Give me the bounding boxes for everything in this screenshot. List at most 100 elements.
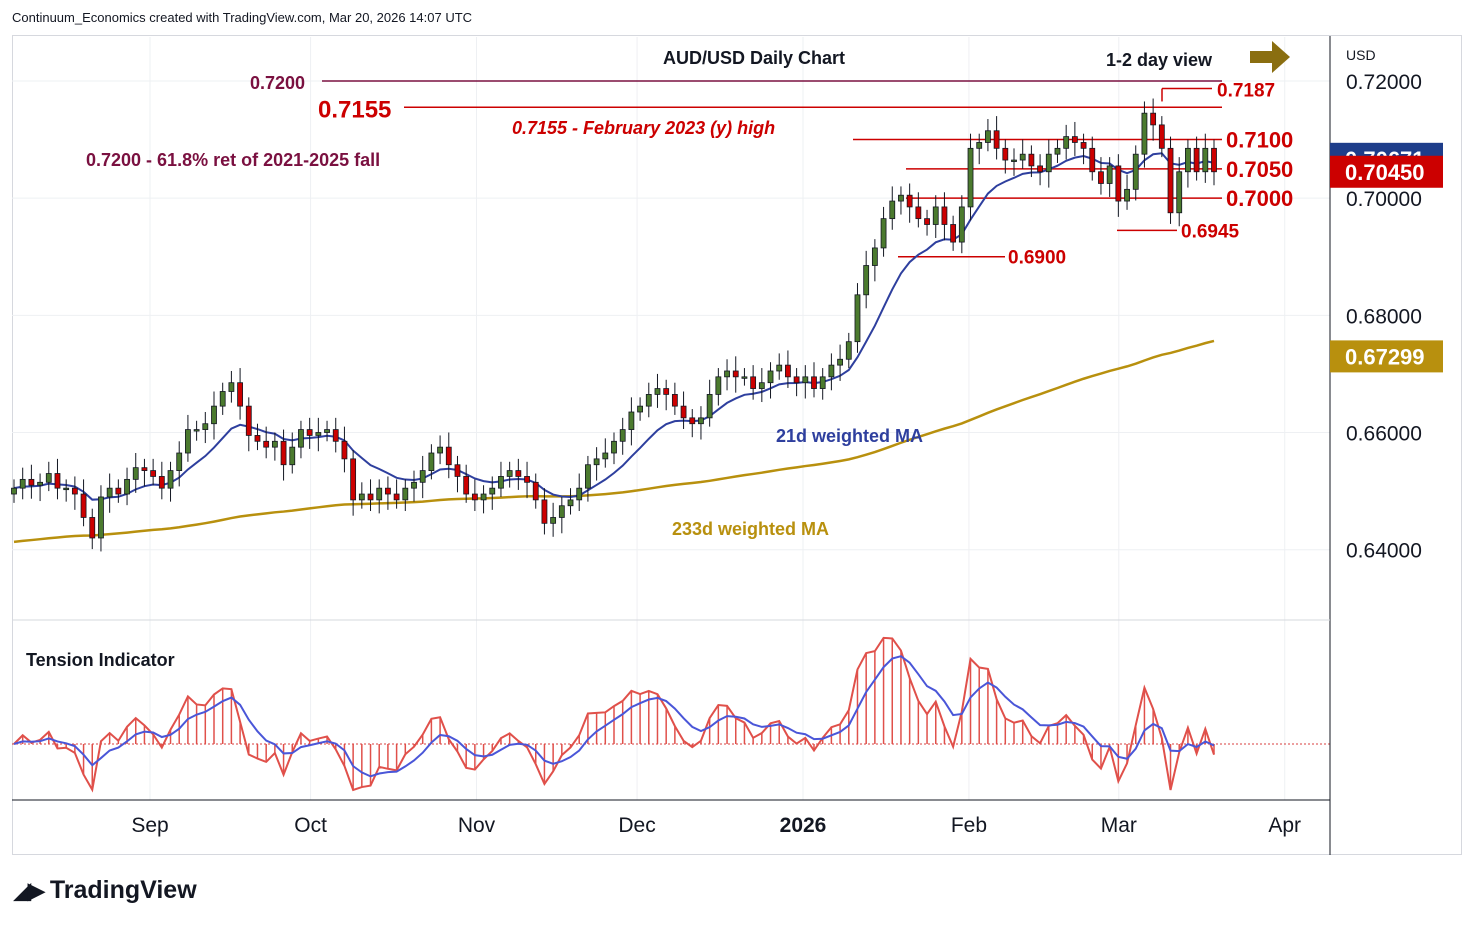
candle-body [289, 446, 296, 466]
candle-body [880, 218, 887, 249]
candle-body [941, 206, 948, 225]
candle-body [741, 376, 748, 379]
candle-body [350, 458, 357, 501]
candle-body [445, 446, 452, 466]
candle-body [19, 478, 26, 489]
candle-body [793, 376, 800, 384]
candle-body [750, 376, 757, 389]
candle-body [663, 388, 670, 395]
candle-body [993, 130, 1000, 149]
level-label-0-7200: 0.7200 [250, 73, 305, 93]
candle-body [732, 370, 739, 378]
candle-body [958, 206, 965, 243]
candle-body [315, 432, 322, 436]
candle-body [1011, 159, 1017, 162]
candle-body [211, 405, 217, 425]
candle-body [602, 452, 609, 460]
candle-body [245, 405, 252, 436]
tension-indicator-label: Tension Indicator [26, 650, 175, 670]
candle-body [863, 265, 870, 296]
ma21-label: 21d weighted MA [776, 426, 923, 446]
candle-body [54, 473, 61, 489]
chart-title: AUD/USD Daily Chart [663, 48, 845, 68]
candle-body [167, 470, 174, 489]
candle-body [985, 130, 991, 143]
y-tick-label: 0.68000 [1346, 305, 1422, 328]
candle-body [1141, 112, 1148, 155]
candle-body [115, 487, 122, 495]
ma233-line [13, 339, 1215, 544]
x-tick-label: Apr [1268, 814, 1301, 837]
candle-body [593, 458, 600, 466]
candle-body [1089, 147, 1096, 173]
candle-body [254, 435, 261, 442]
candle-body [915, 206, 922, 220]
price-badge-label: 0.70450 [1345, 160, 1425, 185]
ma233-polyline [13, 339, 1215, 544]
candle-body [498, 476, 504, 489]
candle-body [1106, 165, 1113, 184]
candle-body [324, 429, 330, 433]
axes: USD 0.72000 0.70000 0.68000 0.66000 0.64000 Se… [12, 36, 1443, 855]
candle-body [1045, 153, 1052, 173]
candle-body [219, 391, 226, 407]
ma21-line [13, 152, 1215, 501]
support-resistance-levels [322, 80, 1222, 258]
candle-body [37, 481, 43, 486]
candle-body [550, 517, 557, 524]
currency-label: USD [1346, 47, 1376, 63]
oscillator-line [13, 636, 1215, 793]
candle-body [185, 429, 191, 454]
tension-oscillator [12, 636, 1330, 793]
candle-body [758, 382, 765, 389]
candle-body [298, 429, 304, 448]
candle-body [71, 487, 78, 495]
level-label-0-7050: 0.7050 [1226, 157, 1293, 182]
candle-body [541, 499, 548, 524]
candle-body [271, 440, 278, 448]
candle-body [89, 517, 96, 539]
candle-body [158, 476, 165, 489]
fib-annotation: 0.7200 - 61.8% ret of 2021-2025 fall [86, 150, 380, 170]
annotations: 0.7200 0.7155 0.7187 0.7100 0.7050 0.7000 0.69… [26, 41, 1293, 670]
y-tick-label: 0.72000 [1346, 71, 1422, 94]
candle-body [1150, 112, 1157, 126]
chart-frame [12, 35, 1462, 855]
candle-body [1167, 147, 1174, 214]
candle-body [619, 429, 626, 442]
candle-body [489, 487, 496, 495]
candle-body [1202, 147, 1209, 173]
candle-body [976, 142, 983, 149]
candle-body [228, 382, 235, 392]
candle-body [428, 452, 435, 471]
candle-body [141, 467, 148, 471]
feb-high-annotation: 0.7155 - February 2023 (y) high [512, 118, 775, 138]
y-tick-label: 0.64000 [1346, 540, 1422, 563]
candle-body [950, 224, 957, 243]
candle-body [176, 452, 183, 471]
candle-body [671, 394, 678, 407]
candle-body [393, 493, 400, 501]
candle-body [1132, 153, 1139, 190]
candle-body [385, 487, 391, 495]
candle-body [654, 388, 661, 395]
level-label-0-6945: 0.6945 [1181, 221, 1240, 242]
candle-body [567, 499, 574, 507]
tradingview-logo[interactable]: ◢▶ TradingView [14, 876, 197, 905]
oscillator-signal-line [13, 655, 1215, 778]
candle-body [358, 493, 365, 501]
candle-body [932, 206, 939, 225]
price-badge [1330, 340, 1443, 373]
candle-body [637, 405, 643, 413]
candle-body [11, 487, 17, 495]
candle-body [437, 446, 443, 454]
candle-body [1002, 147, 1009, 161]
candle-body [1124, 188, 1130, 202]
candle-body [871, 247, 878, 266]
x-tick-label: 2026 [780, 814, 827, 837]
candle-body [98, 496, 104, 539]
candle-body [698, 417, 704, 425]
price-badge-label: 0.67299 [1345, 344, 1425, 369]
candle-body [280, 440, 287, 466]
